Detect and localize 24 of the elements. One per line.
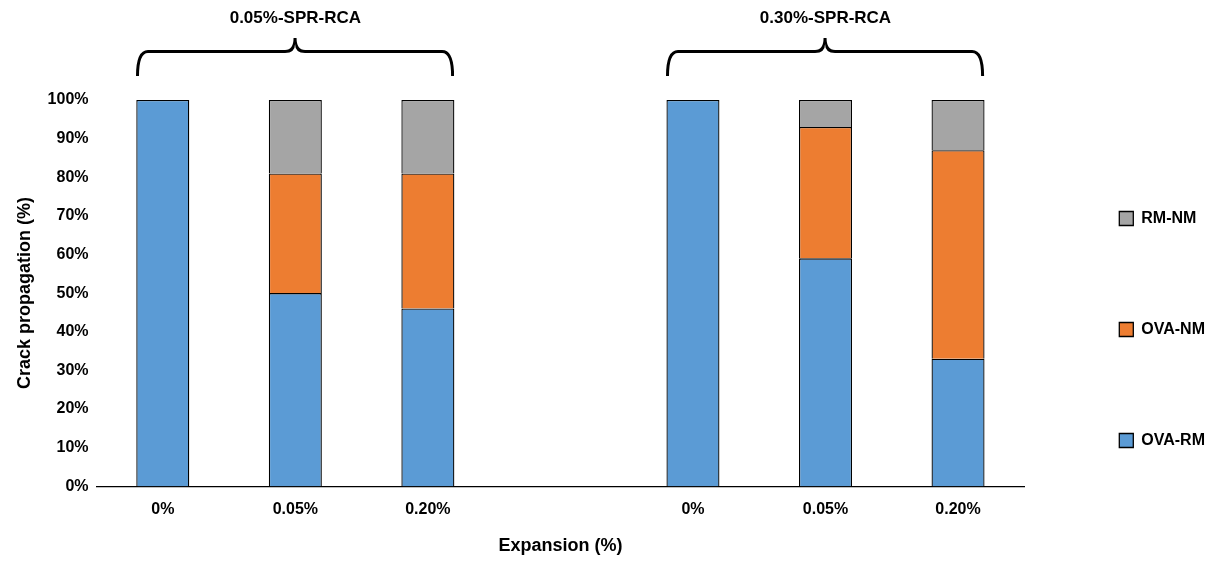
y-tick-label: 70% [56, 206, 89, 224]
y-tick-label: 80% [56, 167, 89, 185]
x-axis-title: Expansion (%) [498, 535, 623, 556]
y-tick-label: 90% [56, 129, 89, 147]
x-tick-label: 0.05% [802, 500, 849, 518]
y-tick-label: 30% [56, 360, 89, 378]
text: 0.30%-SPR-RCA [759, 7, 892, 27]
y-tick-label: 40% [56, 322, 89, 340]
y-tick-label: 0% [65, 476, 89, 494]
legend-label: OVA-RM [1141, 430, 1206, 448]
y-axis-title: Crack propagation (%) [13, 197, 34, 390]
y-tick-label: 50% [56, 283, 89, 301]
y-tick-label: 100% [47, 90, 89, 108]
y-tick-label: 20% [56, 399, 89, 417]
x-tick-label: 0% [151, 500, 175, 518]
x-tick-label: 0% [681, 500, 705, 518]
x-tick-label: 0.20% [935, 500, 981, 518]
text: 0.05%-SPR-RCA [229, 7, 361, 27]
y-tick-label: 10% [56, 437, 89, 455]
legend-label: RM-NM [1141, 208, 1197, 226]
x-tick-label: 0.20% [405, 500, 451, 518]
legend-label: OVA-NM [1141, 319, 1206, 337]
x-tick-label: 0.05% [272, 500, 319, 518]
y-tick-label: 60% [56, 244, 89, 262]
